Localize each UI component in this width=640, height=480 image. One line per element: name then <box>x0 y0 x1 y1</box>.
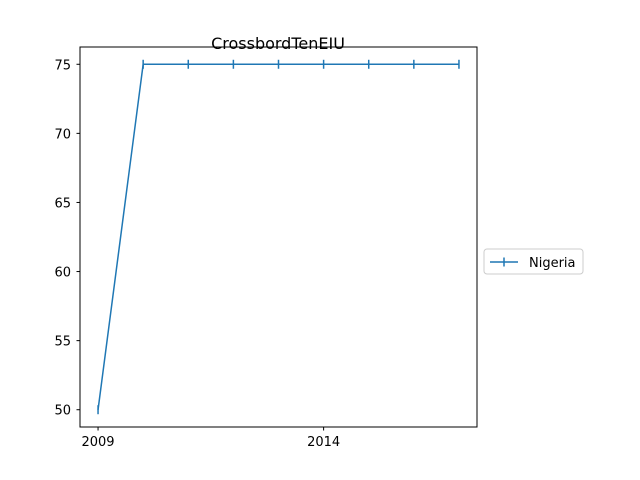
plot-frame <box>79 46 478 428</box>
series-line-nigeria <box>97 63 459 410</box>
y-axis: 50 55 60 65 70 75 <box>54 58 80 419</box>
x-axis: 2009 2014 <box>81 427 340 450</box>
y-tick-label: 55 <box>54 335 71 350</box>
y-tick-label: 65 <box>54 196 71 211</box>
legend: Nigeria <box>483 248 584 275</box>
legend-box <box>483 248 584 275</box>
y-tick-label: 50 <box>54 404 71 419</box>
chart-title: CrossbordTenEIU <box>211 34 345 53</box>
x-tick-label: 2009 <box>81 435 114 450</box>
y-tick-label: 60 <box>54 266 71 281</box>
y-tick-label: 75 <box>54 58 71 73</box>
y-tick-label: 70 <box>54 127 71 142</box>
plot-area <box>97 59 460 415</box>
x-tick-label: 2014 <box>307 435 340 450</box>
legend-label-nigeria: Nigeria <box>529 256 576 271</box>
